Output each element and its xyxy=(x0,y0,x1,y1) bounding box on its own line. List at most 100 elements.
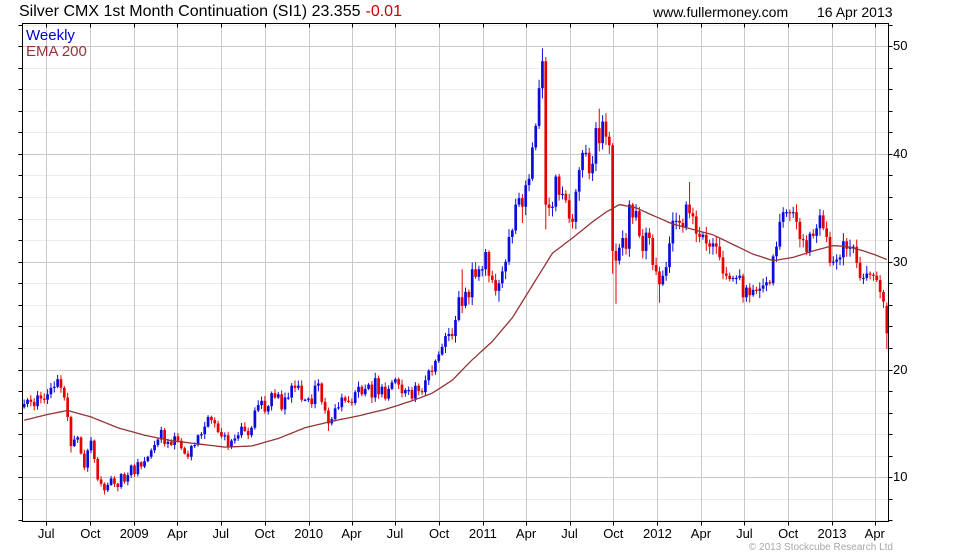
candle-body xyxy=(527,178,531,186)
candle-body xyxy=(444,336,447,347)
candle-body xyxy=(146,456,150,462)
candle-body xyxy=(417,385,421,392)
candle-body xyxy=(671,220,675,244)
candle-body xyxy=(537,88,541,126)
x-axis-label: 2013 xyxy=(817,526,847,541)
candle-body xyxy=(22,404,26,408)
candle-body xyxy=(634,211,638,218)
candle-body xyxy=(464,291,467,306)
candle-body xyxy=(587,152,591,174)
candle-body xyxy=(183,448,187,454)
axis-ticks xyxy=(18,23,893,526)
candle-body xyxy=(681,222,685,228)
candle-body xyxy=(661,275,665,285)
candle-body xyxy=(701,234,705,237)
candle-body xyxy=(230,440,233,448)
candle-body xyxy=(323,401,327,411)
candle-body xyxy=(377,378,380,395)
candle-body xyxy=(514,204,518,231)
candle-body xyxy=(858,262,862,278)
candle-body xyxy=(564,193,568,201)
candle-body xyxy=(628,204,631,249)
candle-body xyxy=(694,216,698,234)
candle-body xyxy=(313,385,317,405)
candle-body xyxy=(276,394,280,398)
candle-body xyxy=(507,236,511,262)
candle-body xyxy=(801,239,805,241)
candle-body xyxy=(607,136,611,146)
candle-body xyxy=(56,379,59,387)
candle-body xyxy=(343,397,347,401)
candle-body xyxy=(791,212,795,214)
page-title: Silver CMX 1st Month Continuation (SI1) … xyxy=(19,3,361,20)
x-axis-label: Jul xyxy=(561,526,578,541)
candle-body xyxy=(728,275,732,279)
candle-body xyxy=(246,430,250,436)
candle-body xyxy=(196,435,200,445)
candle-body xyxy=(283,397,287,410)
candle-body xyxy=(751,289,755,296)
candle-body xyxy=(293,385,297,388)
candle-body xyxy=(307,398,310,400)
price-change: -0.01 xyxy=(365,3,402,20)
candle-body xyxy=(96,458,100,480)
candle-body xyxy=(561,193,564,196)
candle-body xyxy=(714,243,718,247)
x-axis-label: Apr xyxy=(515,526,537,541)
candle-body xyxy=(210,416,213,421)
candle-body xyxy=(574,191,578,222)
candle-body xyxy=(654,264,658,272)
candle-body xyxy=(243,426,247,431)
grid-major xyxy=(22,23,889,522)
candle-body xyxy=(457,297,461,320)
candle-body xyxy=(69,416,73,447)
candle-body xyxy=(83,453,86,468)
candle-body xyxy=(450,333,454,337)
y-axis-label: 10 xyxy=(893,469,908,485)
candle-body xyxy=(601,121,604,144)
candle-body xyxy=(203,426,207,435)
candle-body xyxy=(186,453,190,457)
candle-body xyxy=(62,387,66,398)
candle-body xyxy=(357,386,360,393)
candle-body xyxy=(735,277,738,280)
candle-body xyxy=(350,401,354,404)
candle-body xyxy=(256,405,260,411)
candle-body xyxy=(36,395,39,407)
candle-body xyxy=(480,269,484,271)
x-axis-label: 2009 xyxy=(119,526,149,541)
candle-body xyxy=(403,389,407,394)
candle-body xyxy=(126,475,130,482)
x-axis-label: Oct xyxy=(778,526,799,541)
grid-minor xyxy=(22,25,889,521)
candle-body xyxy=(410,389,414,399)
date-text: 16 Apr 2013 xyxy=(817,4,893,20)
candle-body xyxy=(253,410,257,428)
candle-body xyxy=(26,399,29,405)
candle-body xyxy=(862,277,865,280)
candle-body xyxy=(59,379,63,388)
candle-body xyxy=(166,441,170,444)
candle-body xyxy=(340,397,344,408)
candle-body xyxy=(139,462,143,467)
candle-body xyxy=(614,250,618,261)
candle-body xyxy=(263,400,267,412)
candle-body xyxy=(52,386,56,388)
candle-body xyxy=(116,483,120,488)
candle-body xyxy=(748,287,752,296)
ema-line xyxy=(24,203,888,448)
candle-body xyxy=(781,212,785,222)
candle-body xyxy=(296,385,300,388)
candle-body xyxy=(32,401,36,407)
candle-body xyxy=(236,435,240,439)
candle-body xyxy=(190,446,193,457)
website-text: www.fullermoney.com xyxy=(653,4,789,20)
x-axis-label: 2012 xyxy=(642,526,672,541)
candle-body xyxy=(193,444,197,447)
legend-ema-label: EMA 200 xyxy=(26,43,87,60)
copyright-text: © 2013 Stockcube Research Ltd xyxy=(748,542,893,553)
candle-body xyxy=(724,273,728,276)
candle-body xyxy=(571,218,574,222)
candle-body xyxy=(317,383,320,386)
candle-body xyxy=(123,474,126,482)
